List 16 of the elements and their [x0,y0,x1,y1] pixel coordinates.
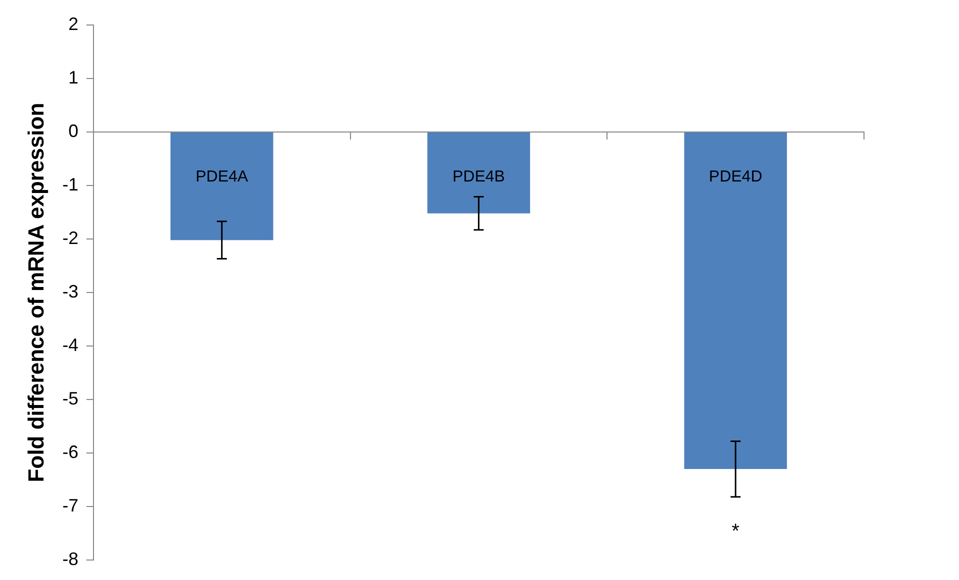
y-tick-label: 2 [68,14,78,34]
annotation: * [732,520,740,542]
x-tick-label: PDE4B [452,168,505,186]
y-tick-label: -7 [62,495,78,516]
y-tick-label: -5 [62,388,78,408]
y-tick-label: -3 [62,281,78,302]
y-tick-label: -4 [62,334,78,355]
x-tick-label: PDE4D [708,168,762,186]
y-tick-label: -8 [62,548,78,569]
y-tick-label: 1 [68,67,78,88]
y-tick-label: 0 [68,120,78,141]
y-axis-title: Fold difference of mRNA expression [23,102,48,482]
y-tick-label: -1 [62,174,78,194]
x-tick-label: PDE4A [196,168,248,186]
y-tick-label: -2 [62,228,78,248]
y-tick-label: -6 [62,442,78,462]
